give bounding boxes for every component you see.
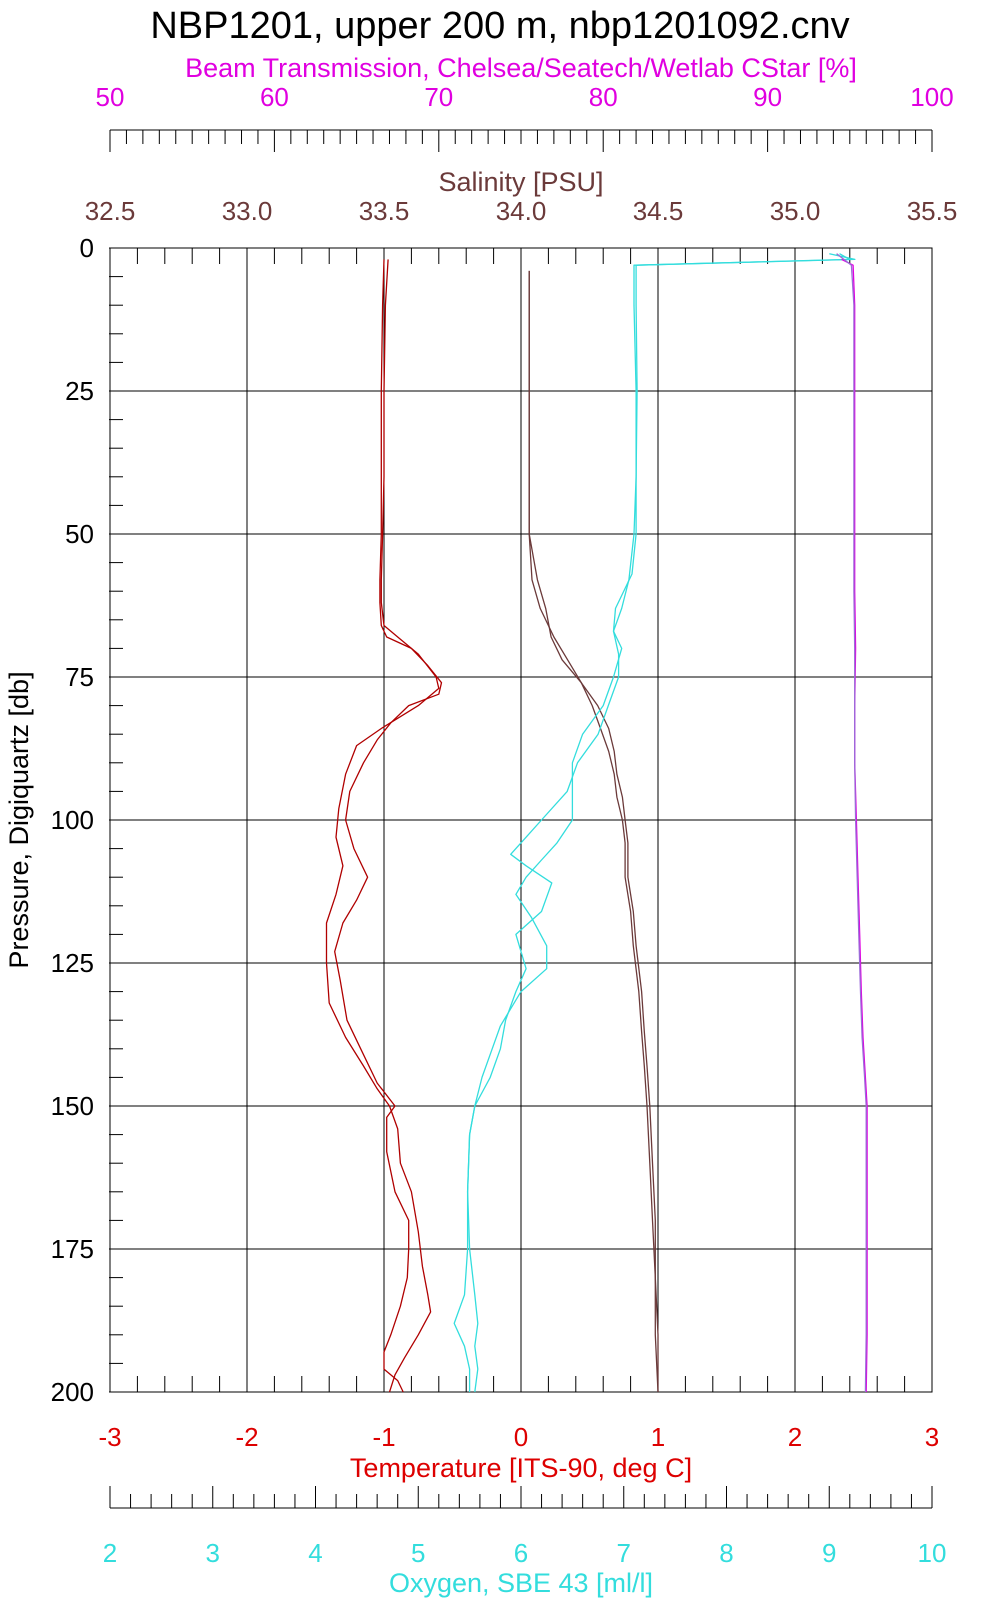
oxygen-axis-title: Oxygen, SBE 43 [ml/l] [389,1568,653,1598]
series-group [325,253,868,1393]
oxygen-tick-label: 3 [206,1538,220,1568]
beam-axis-title: Beam Transmission, Chelsea/Seatech/Wetla… [185,53,857,83]
oxygen-tick-label: 2 [103,1538,117,1568]
y-axis-title: Pressure, Digiquartz [db] [4,671,34,968]
y-tick-label: 25 [65,376,94,406]
grid [109,247,933,1393]
salinity-series-line-3 [528,270,659,1393]
beam-tick-label: 60 [260,82,289,112]
temperature-tick-label: -3 [98,1422,121,1452]
temperature-series-line-0 [325,259,440,1393]
temperature-tick-label: -1 [372,1422,395,1452]
temperature-tick-label: -2 [235,1422,258,1452]
beam-series-line-6 [841,258,868,1393]
y-tick-label: 175 [51,1234,94,1264]
oxygen-tick-label: 6 [514,1538,528,1568]
oxygen-tick-label: 4 [308,1538,322,1568]
salinity-tick-label: 34.0 [496,196,547,226]
salinity-tick-label: 33.0 [222,196,273,226]
temperature-tick-label: 1 [651,1422,665,1452]
beam-tick-label: 80 [589,82,618,112]
oxygen-tick-label: 8 [719,1538,733,1568]
salinity-series-line-2 [528,270,659,1392]
y-tick-label: 150 [51,1091,94,1121]
salinity-tick-label: 33.5 [359,196,410,226]
oxygen-series-line-5 [466,253,851,1393]
temperature-tick-label: 3 [925,1422,939,1452]
y-tick-label: 50 [65,519,94,549]
y-tick-label: 75 [65,662,94,692]
temperature-axis-title: Temperature [ITS-90, deg C] [350,1453,692,1483]
salinity-tick-label: 35.0 [770,196,821,226]
salinity-tick-label: 35.5 [907,196,958,226]
oxygen-tick-label: 7 [617,1538,631,1568]
beam-tick-label: 90 [753,82,782,112]
oxygen-tick-label: 5 [411,1538,425,1568]
y-tick-label: 0 [80,233,94,263]
salinity-tick-label: 32.5 [85,196,136,226]
oxygen-tick-label: 9 [822,1538,836,1568]
chart-title: NBP1201, upper 200 m, nbp1201092.cnv [150,5,849,47]
oxygen-tick-label: 10 [918,1538,947,1568]
temperature-series-line-1 [334,259,443,1393]
salinity-tick-label: 34.5 [633,196,684,226]
beam-tick-label: 100 [910,82,953,112]
beam-tick-label: 50 [96,82,125,112]
y-tick-label: 200 [51,1377,94,1407]
temperature-tick-label: 0 [514,1422,528,1452]
beam-series-line-7 [836,253,867,1393]
y-tick-label: 100 [51,805,94,835]
temperature-tick-label: 2 [788,1422,802,1452]
salinity-axis-title: Salinity [PSU] [438,167,603,197]
beam-tick-label: 70 [424,82,453,112]
y-tick-label: 125 [51,948,94,978]
